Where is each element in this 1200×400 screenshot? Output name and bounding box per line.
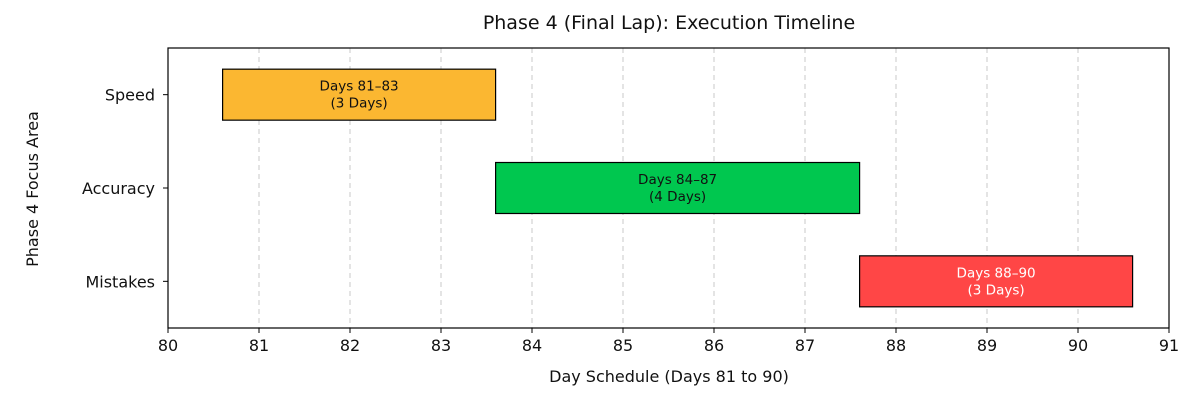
x-tick-label: 82 <box>340 336 360 355</box>
x-tick-label: 83 <box>431 336 451 355</box>
x-tick-label: 87 <box>795 336 815 355</box>
bar-label-duration-accuracy: (4 Days) <box>649 189 706 205</box>
bar-label-days-speed: Days 81–83 <box>320 79 399 95</box>
x-axis-label: Day Schedule (Days 81 to 90) <box>549 367 789 386</box>
y-axis-ticks: Speed Accuracy Mistakes <box>82 86 168 291</box>
x-axis-ticks: 80 81 82 83 84 85 86 87 88 89 90 91 <box>158 328 1179 355</box>
y-axis-label: Phase 4 Focus Area <box>23 111 42 267</box>
x-tick-label: 81 <box>249 336 269 355</box>
bar-accuracy <box>495 161 861 215</box>
x-tick-label: 91 <box>1159 336 1179 355</box>
chart-title: Phase 4 (Final Lap): Execution Timeline <box>483 12 855 34</box>
x-tick-label: 80 <box>158 336 178 355</box>
x-tick-label: 85 <box>613 336 633 355</box>
y-category-label: Accuracy <box>82 179 155 198</box>
x-tick-label: 84 <box>522 336 542 355</box>
x-tick-label: 86 <box>704 336 724 355</box>
bar-speed <box>222 68 497 121</box>
y-category-label: Mistakes <box>85 272 155 291</box>
x-tick-label: 89 <box>977 336 997 355</box>
bar-label-duration-speed: (3 Days) <box>331 96 388 112</box>
x-tick-label: 90 <box>1068 336 1088 355</box>
bar-mistakes <box>858 255 1134 308</box>
bar-label-days-mistakes: Days 88–90 <box>957 265 1036 281</box>
y-category-label: Speed <box>105 86 155 105</box>
x-tick-label: 88 <box>886 336 906 355</box>
bar-label-days-accuracy: Days 84–87 <box>638 172 717 188</box>
bars-group: Days 81–83(3 Days)Days 84–87(4 Days)Days… <box>222 68 1134 308</box>
bar-label-duration-mistakes: (3 Days) <box>968 282 1025 298</box>
